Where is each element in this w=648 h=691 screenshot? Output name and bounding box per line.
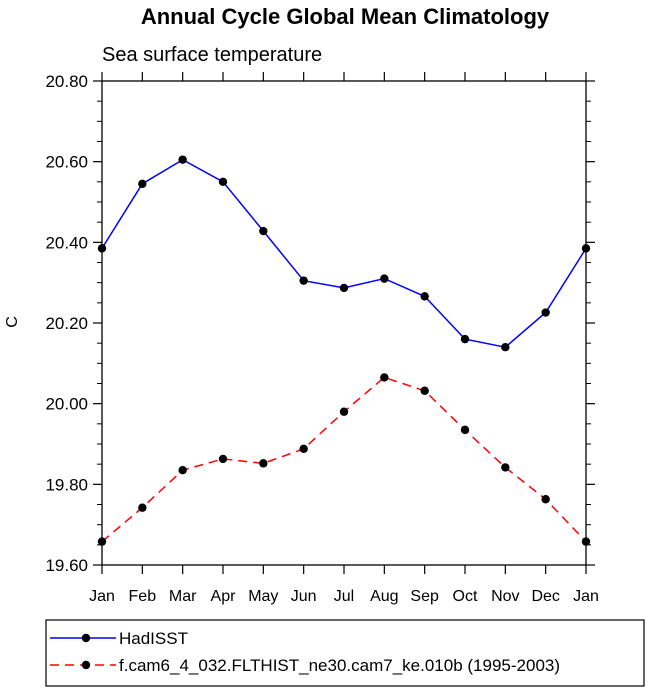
- x-tick-label: May: [248, 588, 278, 605]
- x-tick-label: Jan: [89, 588, 115, 605]
- data-point-series-1: [501, 463, 510, 472]
- data-point-series-0: [299, 276, 308, 285]
- plot-frame: [101, 80, 587, 566]
- data-point-series-1: [541, 495, 550, 504]
- data-point-series-1: [299, 444, 308, 454]
- legend-box: [45, 619, 645, 687]
- x-tick-label: Jun: [291, 588, 317, 605]
- x-tick-label: Jul: [334, 588, 354, 605]
- x-tick-label: Feb: [129, 588, 157, 605]
- legend-marker-1: [81, 660, 91, 670]
- data-point-series-1: [420, 386, 429, 395]
- data-point-series-0: [420, 292, 429, 301]
- data-point-series-0: [501, 343, 510, 352]
- x-tick-label: Mar: [169, 588, 197, 605]
- data-point-series-1: [138, 503, 147, 512]
- x-tick-label: Sep: [410, 588, 439, 605]
- x-tick-label: Oct: [453, 588, 478, 605]
- data-point-series-0: [380, 274, 389, 283]
- chart-title: Annual Cycle Global Mean Climatology: [141, 4, 550, 29]
- x-tick-label: Nov: [491, 588, 519, 605]
- x-tick-label: Dec: [531, 588, 559, 605]
- legend-label-1: f.cam6_4_032.FLTHIST_ne30.cam7_ke.010b (…: [119, 656, 560, 675]
- data-point-series-1: [259, 459, 268, 468]
- x-tick-label: Apr: [211, 588, 237, 605]
- y-tick-label: 20.20: [45, 314, 88, 333]
- legend-label-0: HadISST: [119, 629, 188, 648]
- data-point-series-0: [259, 226, 268, 236]
- data-point-series-1: [581, 537, 591, 546]
- series-line-0: [101, 158, 587, 349]
- y-axis-label: C: [4, 316, 21, 328]
- data-point-series-0: [97, 244, 107, 253]
- y-tick-label: 20.80: [45, 72, 88, 91]
- data-point-series-1: [178, 466, 187, 475]
- x-tick-label: Jan: [573, 588, 599, 605]
- legend-marker-0: [81, 633, 91, 643]
- data-point-series-0: [541, 308, 550, 317]
- y-tick-label: 19.60: [45, 556, 88, 575]
- data-point-series-0: [460, 334, 470, 344]
- y-tick-label: 20.40: [45, 233, 88, 252]
- data-point-series-0: [138, 179, 147, 189]
- y-tick-label: 20.60: [45, 153, 88, 172]
- data-point-series-1: [380, 373, 389, 382]
- y-tick-label: 19.80: [45, 475, 88, 494]
- x-tick-label: Aug: [370, 588, 398, 605]
- data-point-series-1: [339, 407, 349, 416]
- series-line-1: [101, 376, 587, 543]
- data-point-series-0: [178, 155, 187, 164]
- data-point-series-1: [218, 454, 228, 464]
- data-point-series-0: [218, 177, 228, 187]
- data-point-series-0: [339, 283, 349, 293]
- data-point-series-1: [460, 425, 470, 435]
- data-point-series-0: [581, 244, 591, 253]
- chart-subtitle: Sea surface temperature: [102, 44, 322, 66]
- data-point-series-1: [97, 537, 107, 546]
- y-tick-label: 20.00: [45, 395, 88, 414]
